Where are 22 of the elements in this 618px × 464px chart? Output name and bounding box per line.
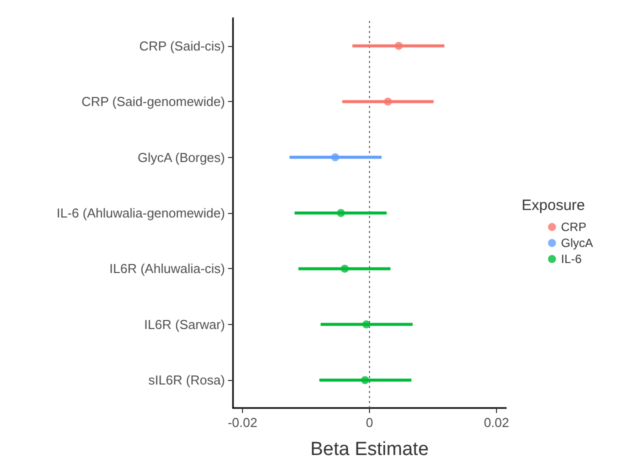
x-tick-label: 0 (366, 415, 374, 430)
point (331, 153, 340, 162)
y-tick-label: IL-6 (Ahluwalia-genomewide) (56, 206, 225, 220)
legend-label: IL-6 (560, 252, 582, 266)
x-tick-label: 0.02 (484, 415, 510, 430)
y-tick-label: GlycA (Borges) (138, 150, 225, 165)
point (340, 264, 349, 273)
legend-label: GlycA (560, 236, 594, 250)
legend-title: Exposure (522, 197, 586, 214)
y-tick-label: CRP (Said-cis) (139, 38, 225, 54)
y-tick-label: IL6R (Ahluwalia-cis) (109, 261, 225, 276)
x-tick-label: -0.02 (228, 415, 258, 430)
legend-label: CRP (560, 220, 586, 234)
point (362, 320, 370, 328)
point (384, 98, 392, 106)
point (394, 42, 403, 50)
point (336, 209, 345, 217)
y-tick-label: sIL6R (Rosa) (148, 372, 225, 388)
y-tick-label: CRP (Said-genomewide) (81, 94, 225, 110)
point (361, 376, 370, 384)
x-axis-title: Beta Estimate (310, 439, 429, 460)
y-tick-label: IL6R (Sarwar) (144, 316, 225, 332)
